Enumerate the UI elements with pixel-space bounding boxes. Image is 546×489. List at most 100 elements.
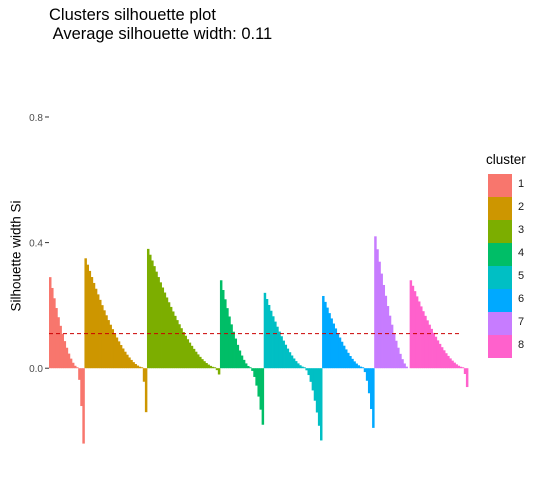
silhouette-bar-cluster-1 [61,333,64,369]
silhouette-bar-cluster-8 [415,296,419,369]
silhouette-bar-cluster-3 [207,364,210,369]
silhouette-bar-cluster-7 [403,363,406,369]
silhouette-bar-cluster-4 [226,308,229,369]
legend-key [488,174,512,197]
silhouette-bar-cluster-3 [163,292,167,369]
silhouette-bar-cluster-8 [442,350,446,369]
silhouette-bar-cluster-8 [447,355,450,369]
silhouette-bar-cluster-1 [53,298,56,369]
silhouette-bar-cluster-1 [69,358,73,369]
silhouette-bar-cluster-1 [65,347,69,369]
silhouette-bar-cluster-6 [328,313,331,369]
silhouette-bar-cluster-5 [278,331,281,369]
silhouette-bar-cluster-4 [253,368,256,377]
silhouette-bar-cluster-6 [338,337,342,369]
silhouette-bar-cluster-6 [365,368,369,381]
silhouette-bar-cluster-3 [213,367,217,369]
silhouette-bar-cluster-6 [363,368,367,373]
silhouette-bar-cluster-1 [74,365,77,369]
silhouette-bar-cluster-4 [234,338,238,369]
silhouette-bar-cluster-6 [345,349,348,369]
silhouette-bar-cluster-4 [255,368,258,386]
legend-key [488,220,512,243]
silhouette-bar-cluster-3 [171,311,175,369]
silhouette-bar-cluster-2 [90,277,94,369]
legend-label: 8 [518,339,525,351]
legend: cluster 1 2 3 4 5 6 7 8 [486,152,526,358]
silhouette-bar-cluster-6 [336,333,340,369]
silhouette-bar-cluster-4 [261,368,265,425]
silhouette-bar-cluster-5 [267,304,271,369]
silhouette-bar-cluster-2 [119,345,123,369]
silhouette-bar-cluster-6 [357,365,360,369]
silhouette-bar-cluster-4 [228,316,231,369]
silhouette-bar-cluster-5 [309,368,313,382]
silhouette-bar-cluster-5 [299,365,302,369]
silhouette-bar-cluster-5 [288,352,292,369]
silhouette-bar-cluster-2 [105,315,108,369]
silhouette-bar-cluster-3 [151,260,154,369]
silhouette-bar-cluster-1 [55,308,58,369]
silhouette-bar-cluster-8 [428,324,431,369]
silhouette-bar-cluster-3 [217,368,221,375]
silhouette-bar-cluster-3 [184,335,187,369]
silhouette-bar-cluster-2 [107,320,110,369]
silhouette-bar-cluster-6 [340,341,344,369]
silhouette-bar-cluster-3 [192,348,196,369]
y-axis: 0.0 0.4 0.8 [29,113,49,375]
legend-key [488,335,512,358]
silhouette-bar-cluster-3 [188,342,192,369]
silhouette-bar-cluster-2 [132,362,135,369]
silhouette-bar-cluster-6 [342,345,346,369]
silhouette-bar-cluster-5 [320,368,323,441]
silhouette-bar-cluster-7 [405,366,408,369]
silhouette-bar-cluster-6 [330,318,333,369]
silhouette-bar-cluster-3 [157,277,160,369]
y-tick-label: 0.4 [29,239,43,250]
silhouette-bar-cluster-3 [167,302,171,369]
legend-title: cluster [486,152,526,167]
silhouette-bar-cluster-6 [326,307,329,369]
silhouette-bar-cluster-6 [361,367,365,369]
silhouette-bar-cluster-2 [103,310,106,369]
silhouette-bar-cluster-5 [290,355,294,369]
silhouette-bar-cluster-3 [209,365,212,369]
silhouette-bar-cluster-3 [153,266,156,369]
silhouette-bar-cluster-7 [395,340,398,369]
silhouette-bar-cluster-4 [249,367,252,369]
silhouette-bar-cluster-7 [401,359,404,369]
silhouette-bar-cluster-6 [370,368,373,410]
silhouette-bar-cluster-8 [417,301,421,369]
silhouette-bar-cluster-2 [113,333,117,369]
silhouette-bar-cluster-8 [459,366,463,369]
silhouette-bar-cluster-5 [301,366,304,369]
silhouette-bar-cluster-4 [244,363,248,369]
silhouette-bar-cluster-1 [57,317,60,369]
silhouette-bar-cluster-4 [259,368,263,410]
silhouette-bar-cluster-2 [101,305,104,369]
silhouette-bar-cluster-3 [180,328,183,369]
silhouette-bar-cluster-8 [438,343,442,369]
chart-title-block: Clusters silhouette plot Average silhoue… [49,6,272,44]
silhouette-bar-cluster-1 [51,287,54,369]
silhouette-bar-cluster-3 [161,287,165,369]
silhouette-bar-cluster-6 [347,352,350,369]
silhouette-bar-cluster-3 [201,359,204,369]
chart-subtitle: Average silhouette width: 0.11 [49,25,273,43]
silhouette-bar-cluster-2 [117,341,121,369]
silhouette-bar-cluster-3 [190,345,194,369]
silhouette-bar-cluster-6 [349,356,352,369]
silhouette-bar-cluster-8 [426,320,429,369]
silhouette-bar-cluster-8 [449,358,452,369]
silhouette-bar-cluster-8 [434,336,438,369]
chart-title: Clusters silhouette plot [49,6,216,24]
silhouette-bar-cluster-8 [445,353,448,369]
silhouette-bar-cluster-7 [374,236,377,369]
silhouette-bar-cluster-3 [197,354,200,369]
silhouette-bar-cluster-2 [138,366,142,369]
silhouette-bar-cluster-2 [94,288,98,369]
silhouette-bar-cluster-2 [88,270,92,369]
silhouette-bar-cluster-8 [465,368,469,388]
silhouette-bar-cluster-7 [378,261,381,369]
